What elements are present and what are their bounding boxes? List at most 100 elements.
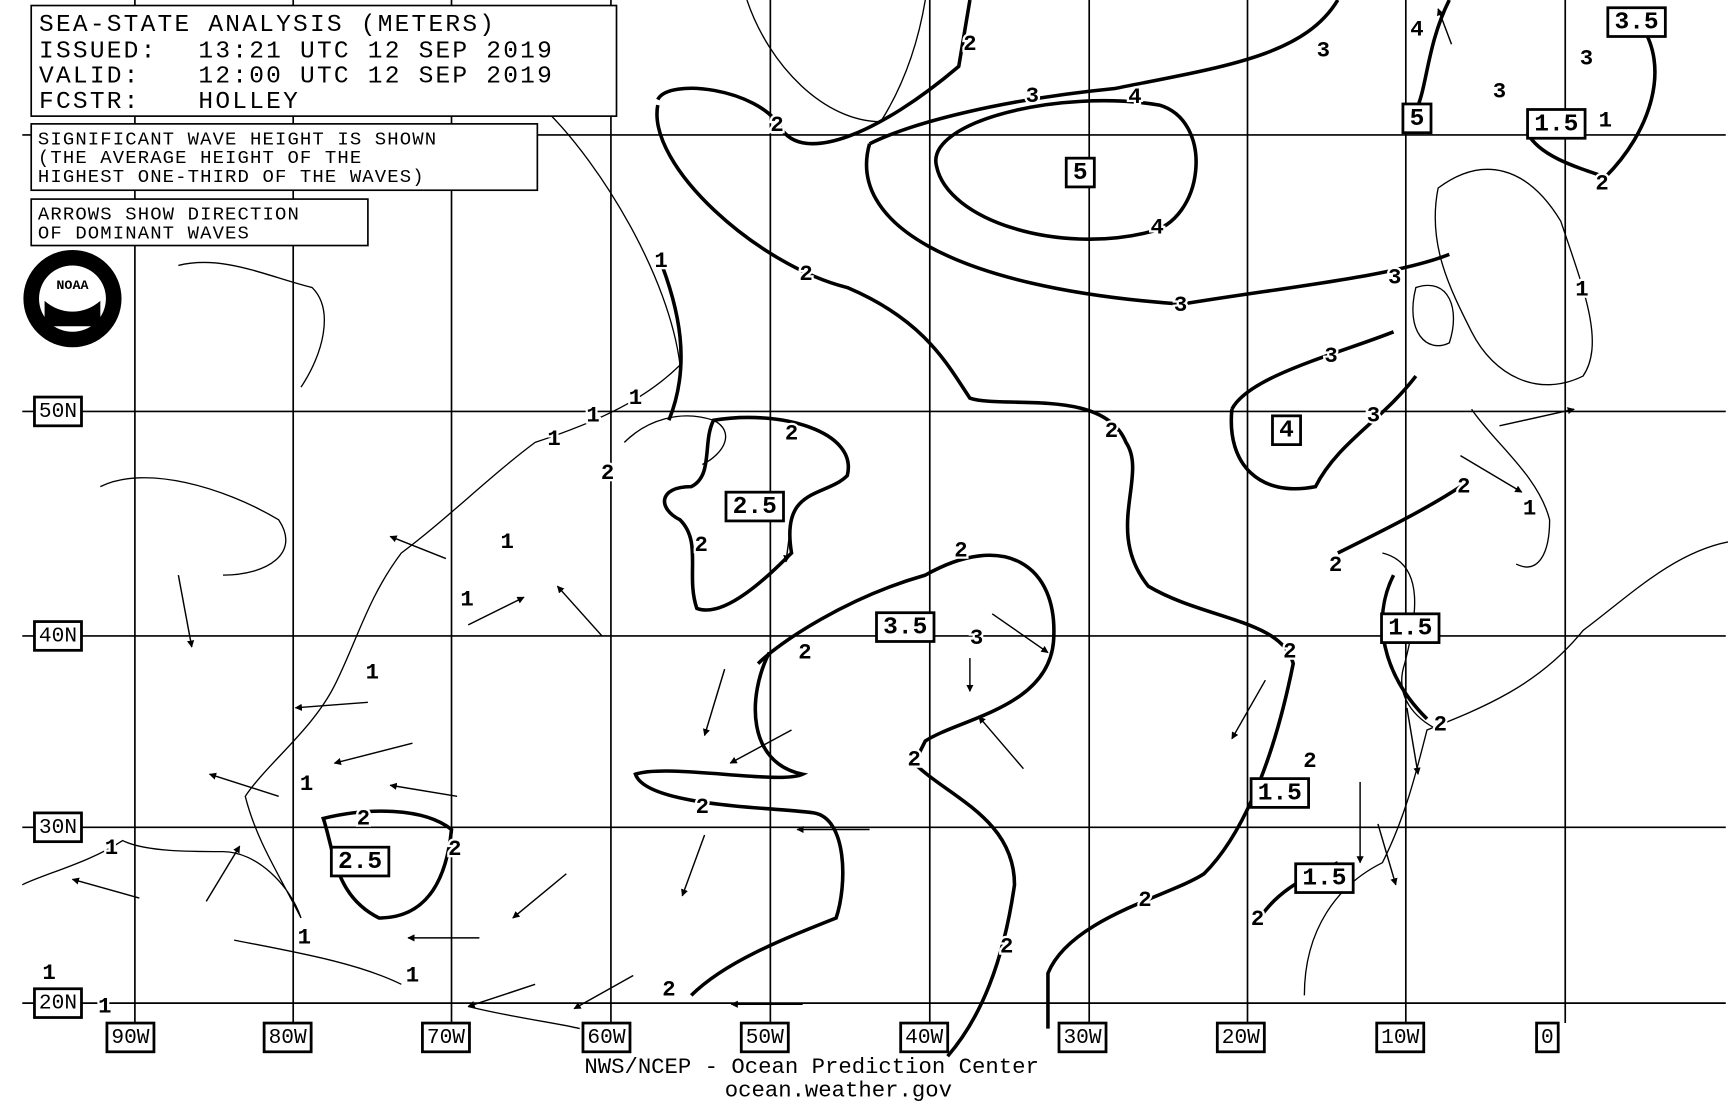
latitude-label: 50N (39, 400, 77, 424)
longitude-label: 10W (1381, 1026, 1419, 1050)
boxed-label: 2.5 (733, 494, 777, 521)
boxed-label: 5 (1073, 160, 1088, 187)
contour-label: 2 (696, 795, 709, 820)
contour-label: 2 (357, 806, 370, 831)
contour-label: 2 (1595, 172, 1608, 197)
note-line: ARROWS SHOW DIRECTION (38, 204, 300, 226)
boxed-label: 3.5 (1615, 10, 1659, 37)
contour-label: 1 (654, 249, 667, 274)
longitude-label-box (1057, 1021, 1108, 1054)
latitude-label-box (33, 395, 83, 428)
logo-wave (44, 300, 101, 327)
longitude-label: 30W (1063, 1026, 1101, 1050)
note-line: OF DOMINANT WAVES (38, 222, 250, 244)
contour-label: 3 (1388, 266, 1401, 291)
contour-label: 2 (1457, 475, 1470, 500)
note-line: HIGHEST ONE-THIRD OF THE WAVES) (38, 166, 425, 188)
footer-agency: NWS/NCEP - Ocean Prediction Center (584, 1055, 1039, 1080)
note-line: SIGNIFICANT WAVE HEIGHT IS SHOWN (38, 128, 437, 150)
longitude-label-box (421, 1021, 471, 1054)
contour-label: 2 (770, 113, 783, 138)
contour-label: 3 (1493, 80, 1506, 105)
boxed-label: 1.5 (1388, 616, 1432, 643)
contour-label: 1 (1523, 497, 1536, 522)
boxed-label: 1.5 (1302, 866, 1346, 893)
longitude-label: 20W (1222, 1026, 1260, 1050)
contour-label: 3 (1580, 47, 1593, 72)
longitude-label: 80W (269, 1026, 307, 1050)
contour-label: 2 (954, 539, 967, 564)
contour-label: 1 (460, 587, 473, 612)
longitude-label-box (1375, 1021, 1426, 1054)
valid-label: VALID: (39, 64, 141, 91)
boxed-label-box (1249, 777, 1310, 809)
valid: 12:00 UTC 12 SEP 2019 (198, 64, 554, 91)
latitude-label: 40N (39, 625, 77, 649)
latitude-label: 20N (39, 992, 77, 1016)
contour-label: 2 (1105, 419, 1118, 444)
contour-label: 2 (1000, 935, 1013, 960)
latitude-label-box (33, 987, 83, 1019)
boxed-label: 2.5 (338, 849, 382, 876)
logo-text: NOAA (56, 278, 88, 293)
contour-label: 1 (42, 961, 55, 986)
contour-label: 2 (907, 748, 920, 773)
contour-label: 2 (1434, 712, 1447, 737)
contour-label: 1 (501, 530, 514, 555)
latitude-label-box (33, 811, 83, 844)
longitude-label: 50W (746, 1026, 784, 1050)
longitude-label-box (1215, 1021, 1266, 1054)
boxed-label-box (1380, 612, 1441, 644)
boxed-label: 5 (1410, 106, 1425, 133)
boxed-label-box (329, 845, 391, 878)
contour-label: 2 (448, 837, 461, 862)
contour-label: 1 (98, 994, 111, 1019)
boxed-label-box (1606, 6, 1667, 38)
contour-label: 2 (662, 978, 675, 1003)
contour-label: 2 (799, 262, 812, 287)
contour-label: 1 (298, 926, 311, 951)
issued-label: ISSUED: (39, 38, 158, 65)
longitude-label-box (1535, 1021, 1560, 1054)
contour-label: 2 (1329, 553, 1342, 578)
forecaster: HOLLEY (198, 89, 300, 116)
contour-label: 4 (1128, 85, 1141, 110)
contour-label: 3 (1174, 293, 1187, 318)
latitude-label: 30N (39, 816, 77, 840)
boxed-label: 1.5 (1258, 781, 1302, 808)
boxed-label: 1.5 (1534, 111, 1578, 138)
longitude-label: 90W (111, 1026, 149, 1050)
boxed-label: 4 (1279, 418, 1294, 445)
contour-label: 1 (1599, 108, 1612, 133)
note-box (30, 123, 539, 192)
contour-label: 3 (1317, 39, 1330, 64)
longitude-label-box (105, 1021, 156, 1054)
boxed-label-box (1064, 156, 1096, 189)
longitude-label: 0 (1541, 1026, 1554, 1050)
longitude-label: 40W (905, 1026, 943, 1050)
contour-label: 2 (798, 640, 811, 665)
footer-url: ocean.weather.gov (725, 1078, 952, 1103)
header: SEA-STATE ANALYSIS (METERS) ISSUED: 13:2… (23, 4, 618, 348)
boxed-label-box (1526, 108, 1587, 140)
longitude-label: 60W (587, 1026, 625, 1050)
boxed-label: 3.5 (883, 615, 927, 642)
forecaster-label: FCSTR: (39, 89, 141, 116)
contour-label: 1 (586, 404, 599, 429)
title: SEA-STATE ANALYSIS (METERS) (39, 12, 496, 39)
issued: 13:21 UTC 12 SEP 2019 (198, 38, 554, 65)
contour-label: 3 (1026, 84, 1039, 109)
contour-label: 3 (970, 626, 983, 651)
contour-label: 2 (1303, 749, 1316, 774)
note-line: (THE AVERAGE HEIGHT OF THE (38, 147, 362, 169)
wave-direction-arrows (71, 8, 1575, 1010)
note-box (30, 198, 369, 247)
longitude-label-box (581, 1021, 632, 1054)
longitude-label: 70W (427, 1026, 465, 1050)
boxed-label-box (724, 490, 785, 523)
longitude-label-box (739, 1021, 790, 1054)
boxed-label-box (1294, 862, 1355, 894)
contour-label: 1 (406, 963, 419, 988)
